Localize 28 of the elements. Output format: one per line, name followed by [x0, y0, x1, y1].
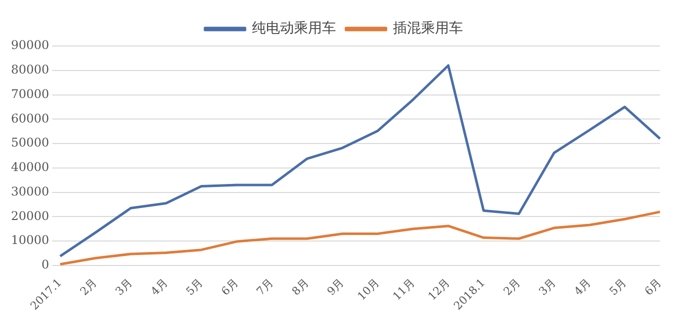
- y-tick-label: 90000: [10, 38, 50, 52]
- y-tick-label: 0: [42, 258, 50, 272]
- y-tick-label: 10000: [10, 233, 50, 248]
- legend-label: 纯电动乘用车: [252, 20, 336, 37]
- x-tick-label: 10月: [355, 276, 382, 303]
- x-tick-label: 7月: [254, 276, 276, 298]
- y-tick-label: 60000: [10, 111, 50, 126]
- y-tick-label: 80000: [10, 62, 50, 77]
- x-tick-label: 3月: [536, 276, 558, 298]
- x-tick-label: 6月: [218, 276, 241, 298]
- x-tick-label: 5月: [184, 276, 206, 298]
- x-tick-label: 8月: [289, 276, 312, 298]
- x-tick-label: 4月: [572, 276, 594, 298]
- x-tick-label: 9月: [324, 276, 347, 298]
- y-tick-label: 70000: [10, 86, 50, 101]
- x-tick-label: 3月: [112, 276, 135, 298]
- x-tick-label: 6月: [642, 276, 664, 298]
- y-tick-label: 40000: [10, 160, 50, 174]
- x-tick-label: 4月: [148, 276, 170, 298]
- x-tick-label: 2月: [78, 276, 100, 298]
- y-tick-label: 30000: [10, 184, 50, 198]
- y-tick-label: 20000: [10, 208, 50, 223]
- x-tick-label: 2月: [501, 276, 524, 298]
- y-tick-label: 50000: [10, 136, 50, 150]
- x-tick-label: 5月: [606, 276, 629, 298]
- legend-label: 插混乘用车: [393, 20, 463, 37]
- x-tick-label: 12月: [426, 276, 452, 303]
- x-tick-label: 11月: [390, 276, 418, 303]
